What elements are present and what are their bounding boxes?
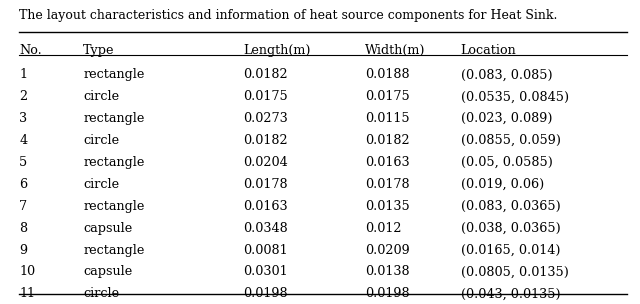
Text: 6: 6	[19, 178, 28, 191]
Text: 0.0175: 0.0175	[243, 90, 288, 103]
Text: 0.0209: 0.0209	[365, 244, 410, 257]
Text: rectangle: rectangle	[83, 112, 145, 125]
Text: 1: 1	[19, 68, 27, 81]
Text: 0.0301: 0.0301	[243, 265, 288, 278]
Text: (0.0535, 0.0845): (0.0535, 0.0845)	[461, 90, 569, 103]
Text: (0.0165, 0.014): (0.0165, 0.014)	[461, 244, 560, 257]
Text: 2: 2	[19, 90, 28, 103]
Text: 0.0175: 0.0175	[365, 90, 410, 103]
Text: 8: 8	[19, 222, 28, 235]
Text: 0.0178: 0.0178	[365, 178, 410, 191]
Text: rectangle: rectangle	[83, 200, 145, 213]
Text: 11: 11	[19, 287, 35, 300]
Text: 10: 10	[19, 265, 35, 278]
Text: 7: 7	[19, 200, 28, 213]
Text: rectangle: rectangle	[83, 244, 145, 257]
Text: circle: circle	[83, 134, 119, 147]
Text: (0.043, 0.0135): (0.043, 0.0135)	[461, 287, 561, 300]
Text: 5: 5	[19, 156, 28, 169]
Text: 0.0182: 0.0182	[365, 134, 410, 147]
Text: (0.0855, 0.059): (0.0855, 0.059)	[461, 134, 561, 147]
Text: (0.05, 0.0585): (0.05, 0.0585)	[461, 156, 553, 169]
Text: 0.0198: 0.0198	[365, 287, 410, 300]
Text: (0.019, 0.06): (0.019, 0.06)	[461, 178, 544, 191]
Text: 3: 3	[19, 112, 28, 125]
Text: 0.0163: 0.0163	[365, 156, 410, 169]
Text: circle: circle	[83, 287, 119, 300]
Text: No.: No.	[19, 44, 42, 57]
Text: 0.0188: 0.0188	[365, 68, 410, 81]
Text: capsule: capsule	[83, 222, 132, 235]
Text: capsule: capsule	[83, 265, 132, 278]
Text: 0.0138: 0.0138	[365, 265, 410, 278]
Text: circle: circle	[83, 178, 119, 191]
Text: 0.0182: 0.0182	[243, 68, 288, 81]
Text: (0.0805, 0.0135): (0.0805, 0.0135)	[461, 265, 569, 278]
Text: (0.083, 0.085): (0.083, 0.085)	[461, 68, 552, 81]
Text: Width(m): Width(m)	[365, 44, 426, 57]
Text: The layout characteristics and information of heat source components for Heat Si: The layout characteristics and informati…	[19, 9, 557, 22]
Text: 0.0204: 0.0204	[243, 156, 288, 169]
Text: Type: Type	[83, 44, 115, 57]
Text: 0.0198: 0.0198	[243, 287, 288, 300]
Text: Length(m): Length(m)	[243, 44, 310, 57]
Text: 0.0273: 0.0273	[243, 112, 288, 125]
Text: circle: circle	[83, 90, 119, 103]
Text: 0.012: 0.012	[365, 222, 401, 235]
Text: (0.023, 0.089): (0.023, 0.089)	[461, 112, 552, 125]
Text: 0.0178: 0.0178	[243, 178, 288, 191]
Text: 0.0163: 0.0163	[243, 200, 288, 213]
Text: rectangle: rectangle	[83, 68, 145, 81]
Text: 4: 4	[19, 134, 28, 147]
Text: 0.0348: 0.0348	[243, 222, 288, 235]
Text: rectangle: rectangle	[83, 156, 145, 169]
Text: 0.0182: 0.0182	[243, 134, 288, 147]
Text: 0.0135: 0.0135	[365, 200, 410, 213]
Text: 0.0081: 0.0081	[243, 244, 288, 257]
Text: (0.038, 0.0365): (0.038, 0.0365)	[461, 222, 561, 235]
Text: 9: 9	[19, 244, 28, 257]
Text: Location: Location	[461, 44, 516, 57]
Text: (0.083, 0.0365): (0.083, 0.0365)	[461, 200, 561, 213]
Text: 0.0115: 0.0115	[365, 112, 410, 125]
